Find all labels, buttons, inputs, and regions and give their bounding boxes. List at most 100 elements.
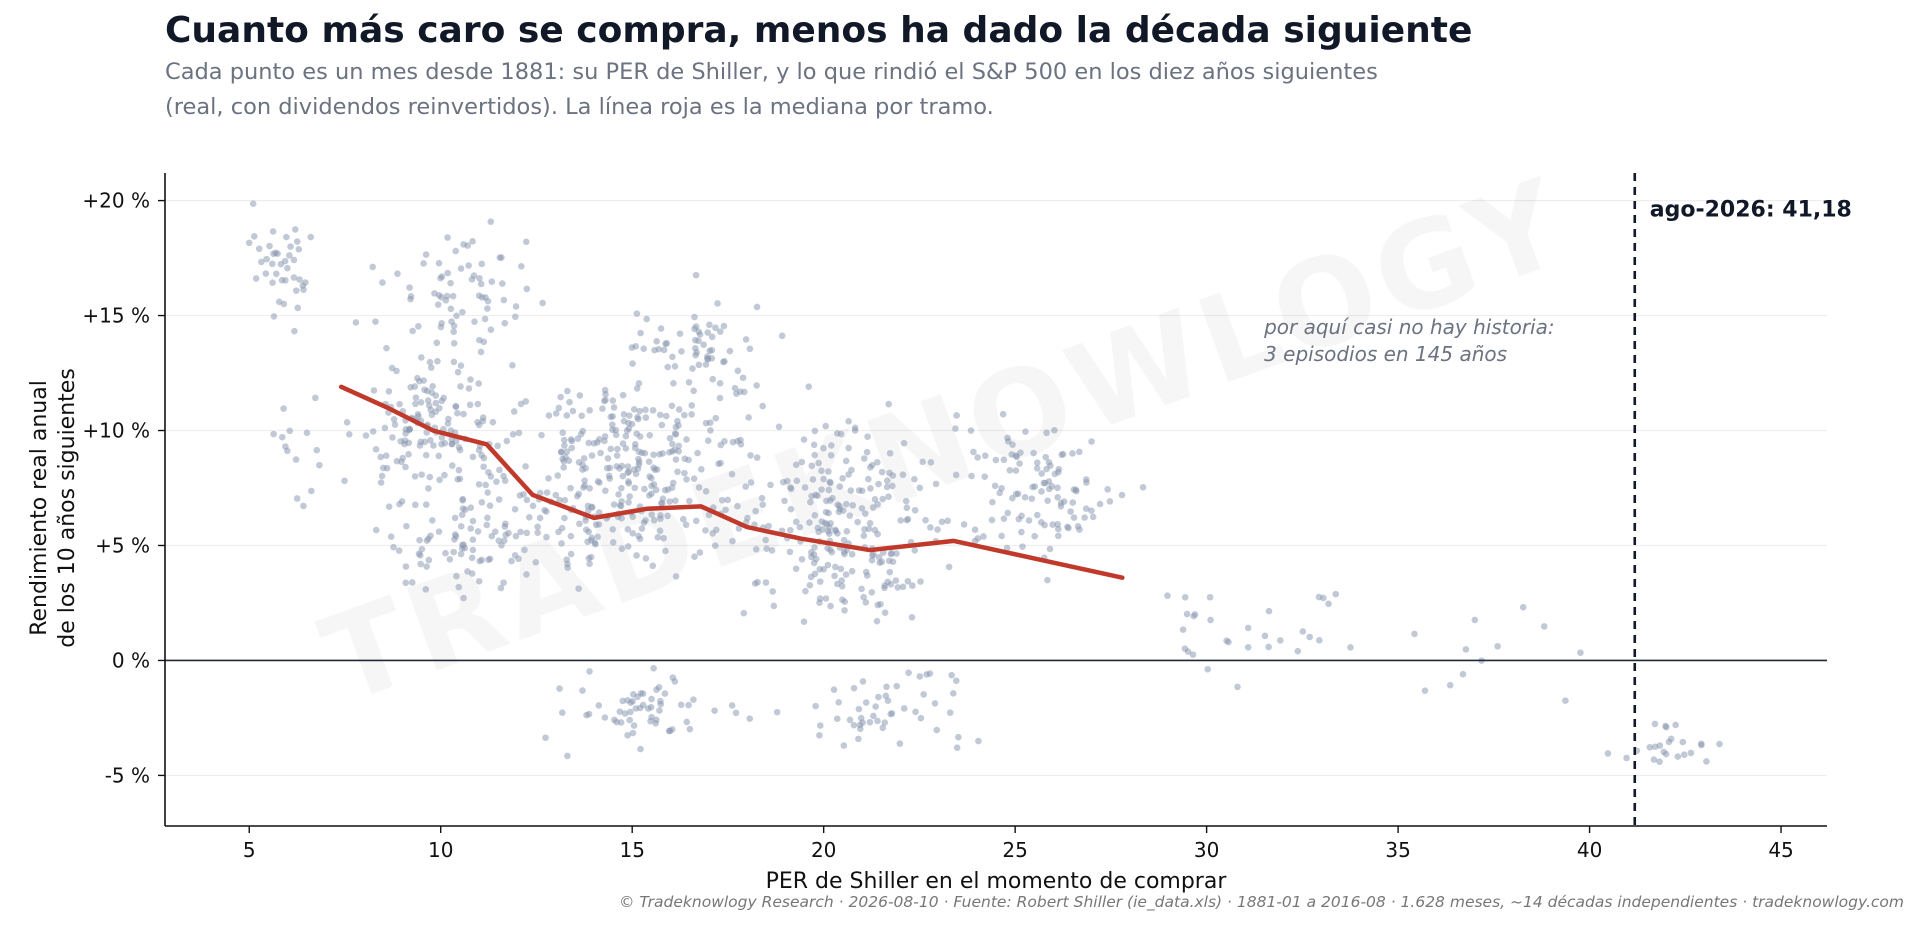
scatter-point [846,716,854,724]
scatter-point [286,252,293,259]
scatter-point [856,725,864,733]
scatter-point [917,578,924,585]
scatter-point [1055,465,1063,473]
scatter-point [560,458,568,465]
scatter-point [944,517,951,525]
scatter-point [682,521,690,529]
scatter-point [418,545,426,553]
scatter-point [892,577,900,584]
subtitle-line-2: (real, con dividendos reinvertidos). La … [165,94,994,120]
scatter-point [446,556,454,563]
scatter-point [1043,429,1050,437]
scatter-point [377,479,385,486]
scatter-point [864,433,871,440]
scatter-point [613,718,620,726]
scatter-point [563,448,571,455]
scatter-point [842,571,850,578]
scatter-point [612,426,620,434]
scatter-point [601,714,609,721]
scatter-point [886,568,894,576]
scatter-point [444,269,452,277]
scatter-point [610,404,618,411]
scatter-point [664,363,672,371]
scatter-point [438,319,445,327]
scatter-point [881,609,889,617]
scatter-point [808,492,815,500]
scatter-point [1088,438,1095,445]
scatter-point [512,532,520,540]
scatter-point [633,310,641,317]
scatter-point [1003,544,1011,552]
scatter-point [745,414,752,421]
scatter-point [432,399,440,407]
scatter-point [967,427,975,434]
scatter-point [904,577,912,585]
scatter-point [272,270,280,278]
scatter-point [494,442,501,450]
scatter-point [736,388,744,396]
scatter-point [263,255,270,263]
scatter-point [712,324,719,332]
scatter-point [512,313,519,321]
scatter-point [822,595,830,602]
scatter-point [372,445,380,453]
scatter-point [931,700,939,707]
scatter-point [850,721,858,729]
y-axis-label-line-2: de los 10 años siguientes [55,368,80,648]
scatter-point [716,380,724,387]
scatter-point [258,258,265,266]
scatter-point [1494,642,1501,650]
scatter-point [534,529,541,536]
scatter-point [477,348,485,356]
scatter-point [792,518,800,526]
scatter-point [629,360,636,367]
scatter-point [624,731,631,739]
scatter-point [1009,441,1016,448]
scatter-point [834,501,841,509]
scatter-point [884,697,892,704]
scatter-point [615,491,622,498]
scatter-point [1006,467,1014,474]
scatter-point [739,374,747,382]
scatter-point [575,459,583,466]
scatter-point [294,304,302,312]
scatter-point [515,429,523,437]
scatter-point [291,327,298,335]
scatter-point [646,431,654,439]
scatter-point [726,347,734,355]
scatter-point [487,473,495,480]
scatter-point [696,549,704,556]
scatter-point [408,579,416,586]
scatter-point [525,513,533,521]
scatter-point [746,715,754,722]
scatter-point [845,417,852,425]
scatter-point [1025,517,1033,524]
scatter-point [676,330,684,337]
scatter-point [1519,603,1527,611]
scatter-point [564,560,571,568]
scatter-point [828,442,835,449]
scatter-point [832,563,839,571]
scatter-point [866,519,874,527]
scatter-point [625,478,632,485]
scatter-point [591,539,599,547]
chart-subtitle: Cada punto es un mes desde 1881: su PER … [165,55,1378,125]
scatter-point [493,478,500,485]
scatter-point [927,524,934,531]
scatter-point [662,340,669,348]
scatter-point [801,484,809,491]
scatter-point [650,451,657,459]
scatter-point [595,521,603,528]
scatter-point [588,452,596,459]
scatter-point [426,473,434,481]
scatter-point [659,450,666,457]
scatter-point [484,305,491,312]
scatter-point [671,362,679,370]
scatter-point [450,548,457,556]
scatter-point [952,425,959,432]
scatter-point [821,519,829,527]
scatter-point [859,678,867,685]
scatter-point [912,708,919,716]
scatter-point [480,454,488,462]
scatter-point [720,358,727,366]
